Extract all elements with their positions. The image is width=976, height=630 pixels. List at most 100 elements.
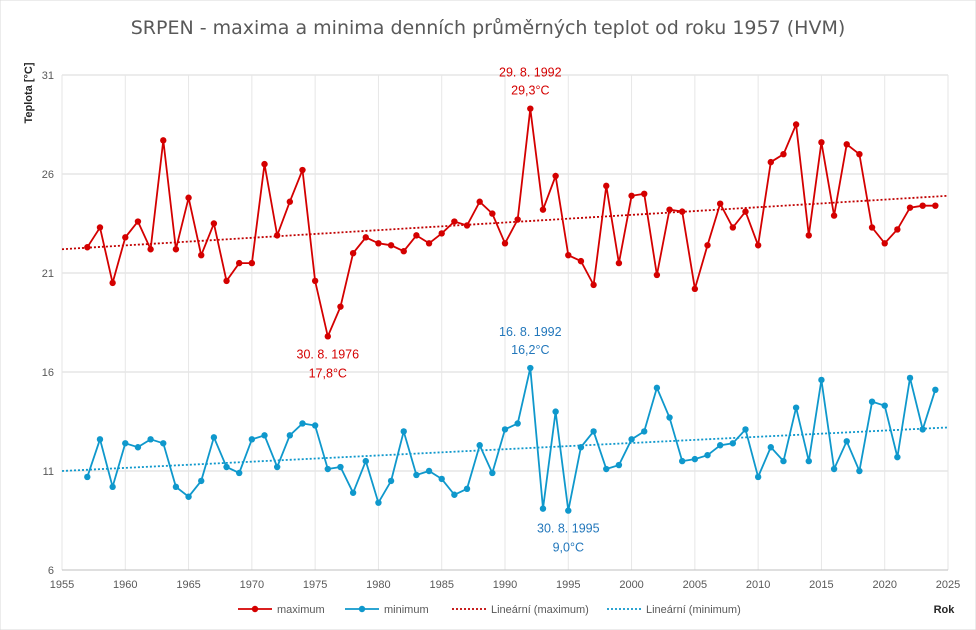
- point-maximum: [337, 303, 344, 310]
- y-tick-label: 31: [42, 70, 54, 82]
- point-minimum: [653, 384, 661, 392]
- x-axis-label: Rok: [934, 604, 956, 616]
- legend-label: maximum: [277, 604, 325, 616]
- point-minimum: [691, 455, 699, 463]
- point-minimum: [185, 493, 192, 500]
- annotation-date: 16. 8. 1992: [499, 325, 562, 339]
- point-minimum: [514, 420, 521, 427]
- point-maximum: [387, 242, 395, 249]
- y-tick-label: 26: [42, 169, 54, 181]
- chart-title: SRPEN - maxima a minima denních průměrný…: [131, 17, 846, 39]
- annotations: 29. 8. 1992 29,3°C 30. 8. 1976 17,8°C 16. 8.…: [297, 66, 600, 555]
- legend-label: minimum: [384, 604, 429, 616]
- point-minimum: [932, 386, 939, 394]
- point-minimum: [615, 461, 623, 469]
- tick-labels: 6 11 16 21 26 31 1955 1960 1965 1970 1975 1980 1985 1…: [42, 70, 960, 591]
- x-tick-label: 1980: [366, 579, 390, 591]
- point-maximum: [172, 246, 180, 253]
- x-tick-label: 2005: [683, 579, 707, 591]
- point-maximum: [894, 226, 901, 233]
- point-minimum: [704, 451, 711, 459]
- point-minimum: [856, 467, 863, 475]
- x-tick-label: 1975: [303, 579, 327, 591]
- point-minimum: [894, 453, 901, 461]
- point-minimum: [818, 376, 825, 384]
- x-tick-label: 2000: [619, 579, 643, 591]
- point-maximum: [565, 251, 572, 259]
- point-maximum: [729, 224, 737, 231]
- point-minimum: [729, 440, 737, 447]
- point-minimum: [324, 465, 331, 473]
- point-maximum: [691, 285, 699, 293]
- point-minimum: [476, 442, 483, 449]
- point-maximum: [311, 277, 319, 285]
- point-minimum: [539, 505, 547, 512]
- series-points: [84, 105, 939, 514]
- point-minimum: [527, 364, 534, 372]
- y-tick-label: 11: [43, 466, 54, 478]
- point-minimum: [387, 477, 395, 485]
- point-minimum: [805, 457, 812, 465]
- point-maximum: [539, 206, 547, 213]
- point-maximum: [96, 224, 104, 231]
- point-minimum: [362, 457, 369, 465]
- point-minimum: [830, 465, 838, 473]
- legend-marker: [251, 605, 259, 613]
- point-maximum: [653, 271, 661, 279]
- point-maximum: [919, 202, 926, 209]
- point-maximum: [856, 151, 863, 158]
- point-minimum: [590, 428, 597, 435]
- point-maximum: [438, 230, 445, 237]
- point-maximum: [932, 202, 939, 209]
- point-maximum: [236, 259, 243, 267]
- annotation-date: 30. 8. 1995: [537, 522, 600, 536]
- point-minimum: [463, 485, 471, 493]
- point-minimum: [906, 374, 914, 382]
- point-maximum: [160, 137, 167, 144]
- point-maximum: [514, 216, 521, 223]
- point-minimum: [881, 402, 888, 409]
- point-minimum: [122, 440, 129, 447]
- point-maximum: [767, 158, 774, 166]
- point-maximum: [805, 232, 812, 239]
- point-minimum: [754, 473, 762, 481]
- point-maximum: [375, 240, 382, 247]
- point-minimum: [198, 477, 205, 485]
- point-maximum: [615, 259, 623, 267]
- point-maximum: [476, 198, 483, 205]
- point-maximum: [109, 279, 116, 287]
- point-minimum: [489, 469, 496, 477]
- point-minimum: [223, 463, 230, 471]
- point-minimum: [792, 404, 800, 411]
- legend-label: Lineární (minimum): [646, 604, 741, 616]
- legend-label: Lineární (maximum): [491, 604, 589, 616]
- point-minimum: [425, 467, 433, 475]
- point-minimum: [84, 473, 91, 481]
- y-tick-label: 21: [42, 268, 54, 280]
- point-minimum: [311, 422, 319, 429]
- legend: maximum minimum Lineární (maximum) Lineární…: [238, 604, 741, 616]
- point-minimum: [666, 414, 673, 421]
- x-tick-label: 1990: [493, 579, 517, 591]
- point-minimum: [109, 483, 116, 491]
- y-tick-label: 6: [48, 565, 54, 577]
- point-minimum: [96, 436, 104, 443]
- point-maximum: [425, 240, 433, 247]
- point-maximum: [780, 151, 787, 158]
- annotation-date: 29. 8. 1992: [499, 66, 562, 80]
- point-maximum: [818, 139, 825, 146]
- point-minimum: [299, 420, 306, 427]
- point-minimum: [780, 457, 787, 465]
- point-maximum: [754, 242, 762, 249]
- point-maximum: [881, 240, 888, 247]
- point-minimum: [236, 469, 243, 477]
- point-minimum: [679, 457, 686, 465]
- point-minimum: [742, 426, 749, 433]
- point-minimum: [160, 440, 167, 447]
- point-minimum: [577, 444, 585, 451]
- point-maximum: [527, 105, 534, 112]
- point-maximum: [84, 244, 91, 251]
- point-minimum: [273, 463, 281, 471]
